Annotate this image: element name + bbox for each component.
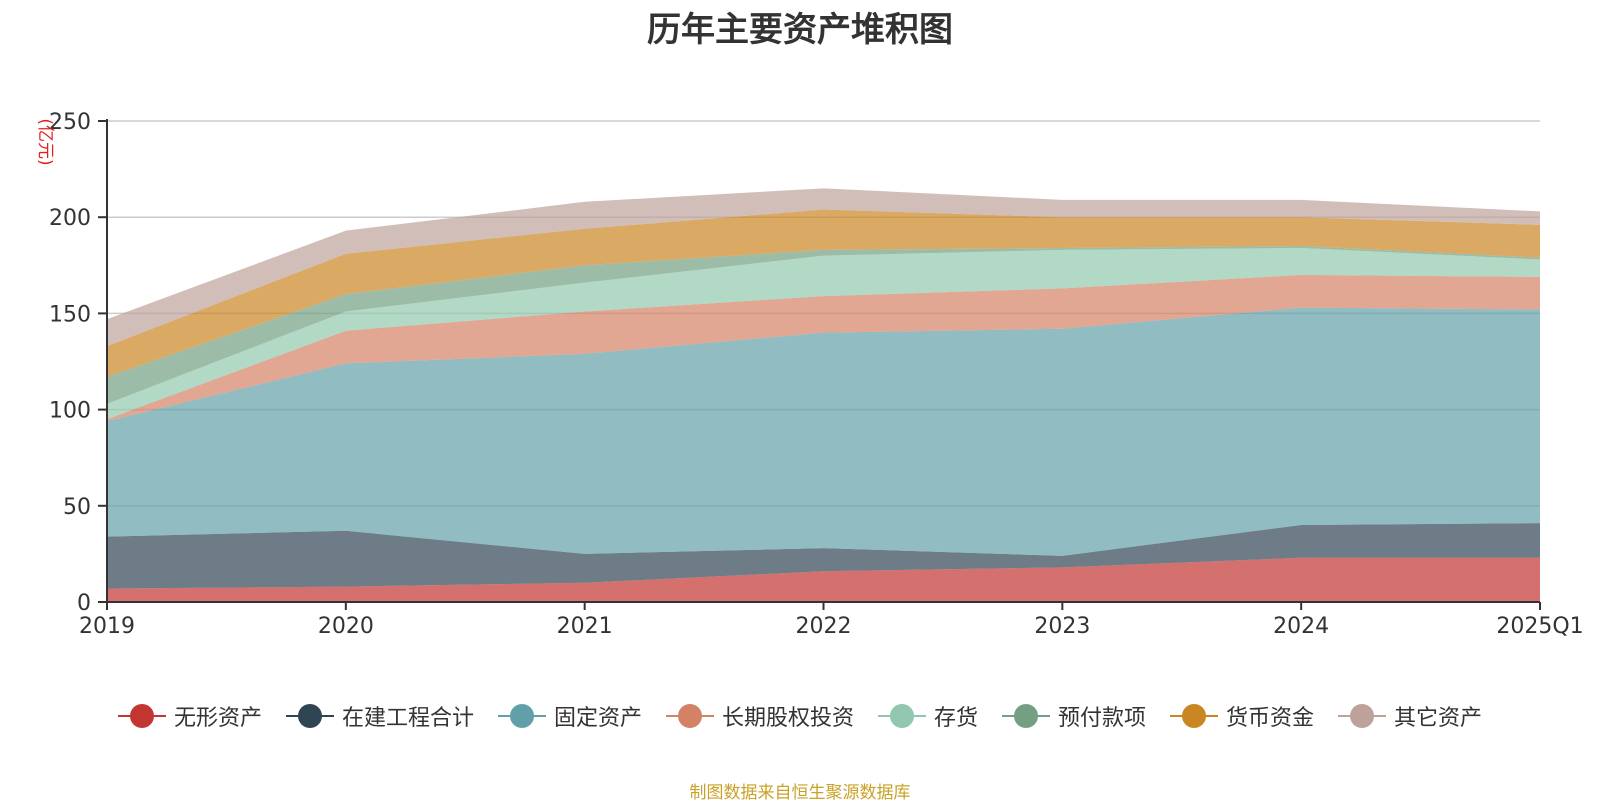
legend-item[interactable]: 货币资金 bbox=[1170, 700, 1314, 732]
chart-title: 历年主要资产堆积图 bbox=[647, 10, 953, 50]
area-无形资产 bbox=[107, 557, 1540, 602]
legend-item[interactable]: 在建工程合计 bbox=[285, 700, 474, 732]
legend-label: 固定资产 bbox=[553, 706, 642, 731]
x-tick-label: 2024 bbox=[1273, 614, 1329, 639]
x-tick-label: 2020 bbox=[318, 614, 374, 639]
x-tick-label: 2019 bbox=[79, 614, 135, 639]
legend-marker-icon bbox=[878, 703, 926, 729]
x-tick-label: 2022 bbox=[796, 614, 852, 639]
legend-item[interactable]: 其它资产 bbox=[1338, 700, 1482, 732]
stacked-areas bbox=[107, 188, 1540, 602]
y-tick-label: 250 bbox=[49, 110, 91, 135]
legend-label: 预付款项 bbox=[1058, 706, 1147, 731]
x-tick-label: 2025Q1 bbox=[1496, 614, 1583, 639]
legend-label: 存货 bbox=[934, 706, 979, 731]
legend-marker-icon bbox=[497, 703, 546, 729]
y-tick-label: 100 bbox=[49, 399, 91, 424]
y-tick-label: 0 bbox=[77, 591, 91, 616]
legend-label: 货币资金 bbox=[1226, 706, 1315, 731]
data-source-note: 制图数据来自恒生聚源数据库 bbox=[689, 783, 911, 803]
area-长期股权投资 bbox=[107, 274, 1540, 422]
legend-item[interactable]: 存货 bbox=[878, 700, 978, 732]
area-存货 bbox=[107, 247, 1540, 420]
y-tick-label: 150 bbox=[49, 302, 91, 327]
legend-marker-icon bbox=[1338, 703, 1387, 729]
area-其它资产 bbox=[107, 188, 1540, 347]
legend-marker-icon bbox=[1002, 703, 1051, 729]
area-预付款项 bbox=[107, 246, 1540, 404]
area-在建工程合计 bbox=[107, 523, 1540, 589]
area-固定资产 bbox=[107, 307, 1540, 556]
legend-label: 无形资产 bbox=[173, 706, 262, 731]
axes: 0 50 100 150 200 250 2019 2020 2021 2022 2023 2024 2… bbox=[49, 110, 1584, 639]
legend-label: 在建工程合计 bbox=[341, 706, 474, 731]
legend: 无形资产 在建工程合计 固定资产 长期股权投资 存货 预付款项 货币资金 其它资产 bbox=[0, 700, 1600, 732]
legend-marker-icon bbox=[665, 703, 714, 729]
legend-label: 其它资产 bbox=[1394, 706, 1483, 731]
legend-item[interactable]: 无形资产 bbox=[117, 700, 262, 732]
legend-item[interactable]: 预付款项 bbox=[1002, 700, 1146, 732]
legend-marker-icon bbox=[117, 703, 166, 729]
y-axis-unit-label: (亿元) bbox=[35, 118, 55, 165]
area-货币资金 bbox=[107, 209, 1540, 377]
y-tick-label: 200 bbox=[49, 206, 91, 231]
legend-marker-icon bbox=[1170, 703, 1219, 729]
legend-item[interactable]: 长期股权投资 bbox=[665, 700, 854, 732]
x-tick-label: 2023 bbox=[1034, 614, 1090, 639]
legend-item[interactable]: 固定资产 bbox=[497, 700, 642, 732]
y-tick-label: 50 bbox=[63, 495, 91, 520]
legend-label: 长期股权投资 bbox=[721, 706, 854, 731]
legend-marker-icon bbox=[285, 703, 334, 729]
x-tick-label: 2021 bbox=[557, 614, 613, 639]
